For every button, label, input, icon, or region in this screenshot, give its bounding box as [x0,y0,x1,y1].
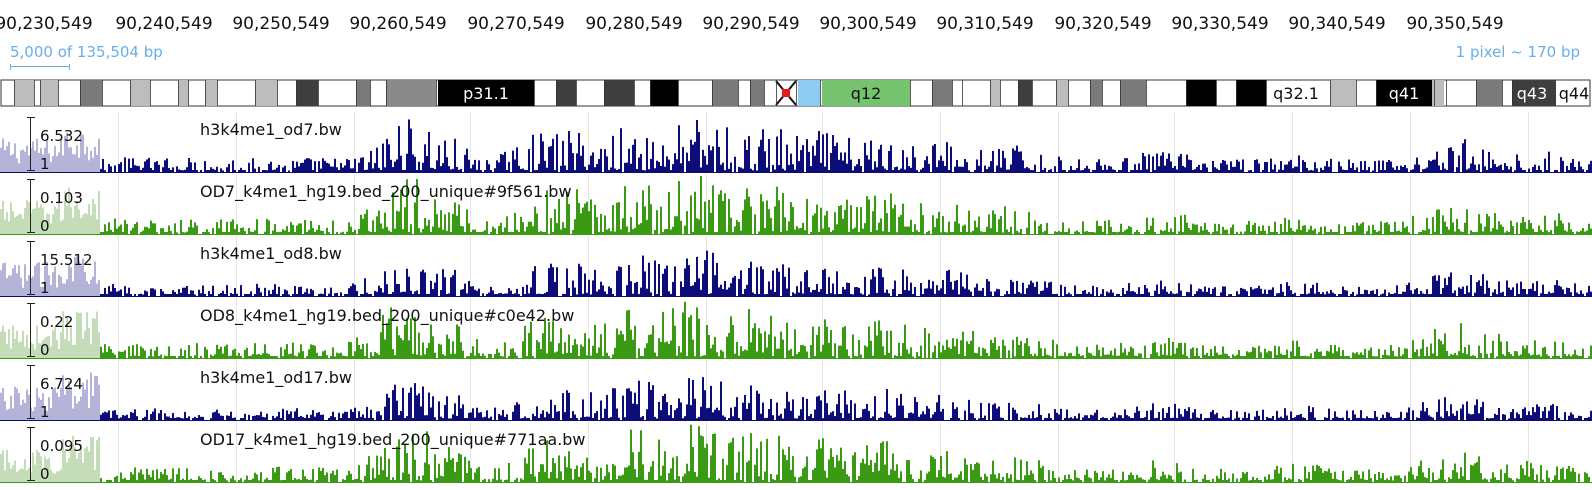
y-max-label: 0.103 [40,189,83,207]
track-name: OD8_k4me1_hg19.bed_200_unique#c0e42.bw [200,306,575,325]
track-signal-plot [0,298,1592,359]
y-min-label: 0 [40,465,50,483]
y-axis [27,303,37,357]
track-h3k4me1-od17[interactable]: 6.724 1 h3k4me1_od17.bw [0,360,1592,421]
y-min-label: 1 [40,279,50,297]
ruler-tick-label: 90,340,549 [1288,14,1386,34]
track-name: h3k4me1_od8.bw [200,244,342,263]
track-name: OD17_k4me1_hg19.bed_200_unique#771aa.bw [200,430,586,449]
y-axis [27,365,37,419]
ideogram-band-label: q32.1 [1273,84,1319,103]
track-signal-plot [0,360,1592,421]
track-name: OD7_k4me1_hg19.bed_200_unique#9f561.bw [200,182,572,201]
chromosome-ideogram[interactable]: p31.1 q12 q32.1 q41 q43 q44 [0,79,1592,107]
track-name: h3k4me1_od17.bw [200,368,353,387]
y-max-label: 6.532 [40,127,83,145]
y-max-label: 0.22 [40,313,74,331]
y-axis [27,427,37,481]
y-axis [27,241,37,295]
track-signal-plot [0,174,1592,235]
scale-label: 5,000 of 135,504 bp [10,43,163,61]
ruler-tick-label: 90,310,549 [936,14,1034,34]
ruler-tick-label: 90,290,549 [702,14,800,34]
scale-bar [10,64,70,70]
track-od7-peaks[interactable]: 0.103 0 OD7_k4me1_hg19.bed_200_unique#9f… [0,174,1592,235]
track-signal-plot [0,236,1592,297]
genomic-ruler[interactable]: 90,230,549 90,240,549 90,250,549 90,260,549… [0,0,1592,78]
track-signal-plot [0,422,1592,483]
ruler-tick-label: 90,280,549 [585,14,683,34]
y-min-label: 0 [40,217,50,235]
y-axis [27,179,37,233]
ideogram-band-label: p31.1 [463,84,509,103]
ideogram-band-label: q43 [1517,84,1548,103]
ruler-tick-label: 90,230,549 [0,14,93,34]
ruler-tick-label: 90,260,549 [349,14,447,34]
y-max-label: 15.512 [40,251,93,269]
track-signal-plot [0,112,1592,173]
ruler-tick-label: 90,330,549 [1171,14,1269,34]
ruler-tick-label: 90,320,549 [1054,14,1152,34]
y-min-label: 1 [40,155,50,173]
track-panel: 6.532 1 h3k4me1_od7.bw 0.103 0 OD7_k4me1… [0,112,1592,490]
track-h3k4me1-od7[interactable]: 6.532 1 h3k4me1_od7.bw [0,112,1592,173]
track-h3k4me1-od8[interactable]: 15.512 1 h3k4me1_od8.bw [0,236,1592,297]
track-od17-peaks[interactable]: 0.095 0 OD17_k4me1_hg19.bed_200_unique#7… [0,422,1592,483]
ideogram-band-label: q44 [1559,84,1590,103]
y-max-label: 0.095 [40,437,83,455]
track-name: h3k4me1_od7.bw [200,120,342,139]
track-od8-peaks[interactable]: 0.22 0 OD8_k4me1_hg19.bed_200_unique#c0e… [0,298,1592,359]
ruler-tick-label: 90,300,549 [819,14,917,34]
ideogram-band-label: q41 [1389,84,1420,103]
pixel-resolution-label: 1 pixel ~ 170 bp [1455,43,1580,61]
ruler-tick-label: 90,250,549 [232,14,330,34]
y-min-label: 1 [40,403,50,421]
ideogram-band-label: q12 [851,84,882,103]
y-min-label: 0 [40,341,50,359]
y-max-label: 6.724 [40,375,83,393]
y-axis [27,117,37,171]
ruler-tick-label: 90,350,549 [1406,14,1504,34]
ruler-tick-label: 90,270,549 [467,14,565,34]
ruler-tick-label: 90,240,549 [115,14,213,34]
